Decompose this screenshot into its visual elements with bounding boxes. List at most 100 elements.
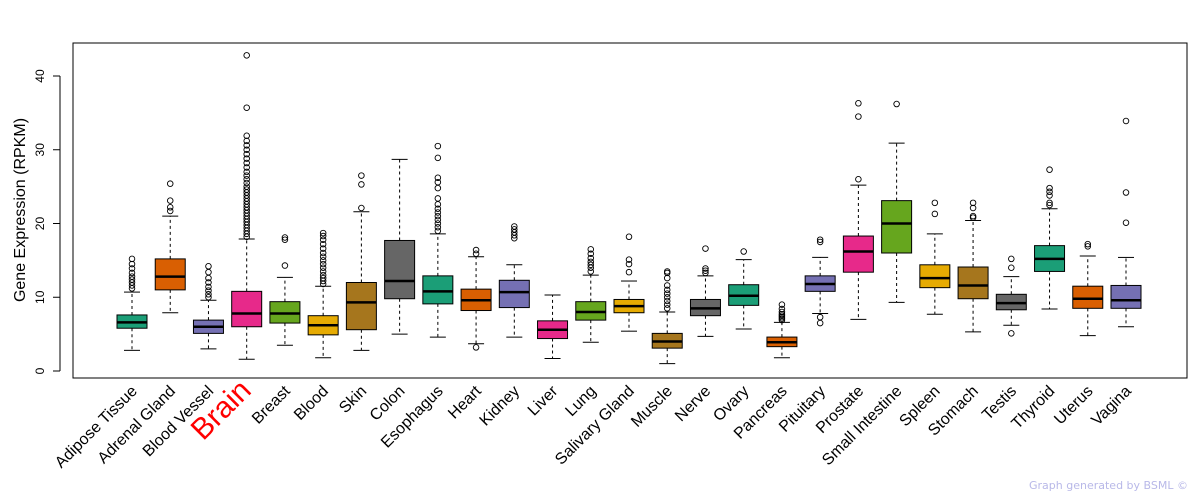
outlier-point	[434, 220, 442, 227]
iqr-box	[498, 279, 530, 309]
outlier-point	[319, 245, 327, 252]
outlier-point	[434, 227, 442, 235]
box-blood	[307, 229, 339, 359]
outlier-point	[816, 319, 824, 327]
outlier-point	[663, 268, 671, 275]
iqr-box	[231, 290, 263, 328]
outlier-point	[931, 199, 939, 207]
box-stomach	[957, 199, 989, 333]
outlier-point	[243, 186, 250, 193]
outlier-point	[1008, 255, 1015, 263]
box-uterus	[1072, 240, 1104, 337]
iqr-box	[345, 282, 377, 331]
outlier-point	[587, 268, 595, 275]
outlier-point	[702, 267, 709, 274]
x-tick-label: Kidney	[477, 383, 524, 430]
outlier-point	[1084, 240, 1092, 248]
outlier-point	[319, 271, 327, 279]
outlier-point	[931, 210, 939, 218]
iqr-box	[384, 239, 416, 300]
outlier-point	[319, 253, 327, 260]
box-colon	[384, 158, 416, 335]
box-breast	[269, 234, 301, 346]
outlier-point	[511, 223, 518, 230]
outlier-point	[587, 254, 595, 262]
outlier-point	[778, 301, 786, 308]
outlier-point	[319, 268, 327, 275]
x-tick-label: Skin	[336, 383, 370, 417]
outlier-point	[663, 294, 671, 301]
outlier-point	[1046, 199, 1053, 207]
outlier-point	[587, 246, 595, 253]
box-esophagus	[422, 142, 454, 338]
outlier-point	[319, 257, 327, 264]
outlier-point	[625, 260, 633, 268]
outlier-point	[128, 276, 136, 283]
box-small-intestine	[881, 100, 913, 303]
outlier-point	[243, 159, 250, 167]
outlier-point	[663, 290, 671, 297]
outlier-point	[358, 181, 365, 188]
outlier-point	[205, 283, 212, 291]
outlier-point	[243, 179, 250, 187]
outlier-point	[166, 180, 174, 187]
y-tick-label: 30	[33, 143, 47, 157]
box-liver	[537, 294, 569, 359]
x-tick-label: Vagina	[1088, 383, 1134, 429]
outlier-point	[205, 287, 212, 294]
outlier-point	[855, 100, 862, 107]
outlier-point	[1084, 243, 1092, 250]
outlier-point	[205, 263, 212, 270]
y-tick-label: 0	[33, 367, 47, 374]
x-tick-label: Blood	[291, 383, 332, 424]
outlier-point	[1122, 117, 1130, 125]
outlier-point	[319, 274, 327, 282]
outlier-point	[243, 164, 250, 171]
outlier-point	[625, 233, 633, 241]
box-vagina	[1110, 117, 1142, 328]
outlier-point	[434, 195, 442, 202]
box-nerve	[689, 245, 721, 337]
outlier-point	[319, 249, 327, 257]
x-tick-label: Liver	[525, 382, 562, 419]
outlier-point	[205, 279, 212, 286]
box-ovary	[728, 248, 760, 330]
outlier-point	[434, 154, 442, 162]
outlier-point	[319, 240, 327, 248]
outlier-point	[281, 234, 289, 241]
outlier-point	[434, 142, 442, 150]
outlier-point	[128, 269, 136, 277]
outlier-point	[243, 150, 250, 158]
outlier-point	[166, 207, 174, 215]
outlier-point	[434, 209, 442, 216]
outlier-point	[969, 212, 977, 220]
box-brain	[231, 52, 263, 360]
x-tick-label: Nerve	[672, 383, 714, 425]
outlier-point	[1122, 219, 1130, 227]
x-tick-label: Breast	[249, 382, 294, 427]
box-salivary-gland	[613, 233, 645, 332]
outlier-point	[816, 236, 824, 243]
outlier-point	[205, 291, 212, 298]
outlier-point	[778, 305, 786, 313]
outlier-point	[128, 273, 136, 280]
outlier-point	[1046, 192, 1053, 199]
outlier-point	[625, 256, 633, 263]
box-pancreas	[766, 301, 798, 359]
outlier-point	[702, 265, 709, 272]
outlier-point	[243, 183, 250, 190]
box-heart	[460, 246, 492, 351]
outlier-point	[166, 197, 174, 204]
y-axis-label: Gene Expression (RPKM)	[12, 118, 29, 302]
outlier-point	[663, 282, 671, 289]
outlier-point	[319, 264, 327, 272]
iqr-box	[842, 235, 874, 273]
outlier-point	[243, 175, 250, 183]
box-adipose-tissue	[116, 255, 148, 351]
iqr-box	[154, 258, 186, 291]
outlier-point	[128, 255, 136, 263]
box-testis	[995, 255, 1027, 337]
outlier-point	[1046, 184, 1053, 192]
